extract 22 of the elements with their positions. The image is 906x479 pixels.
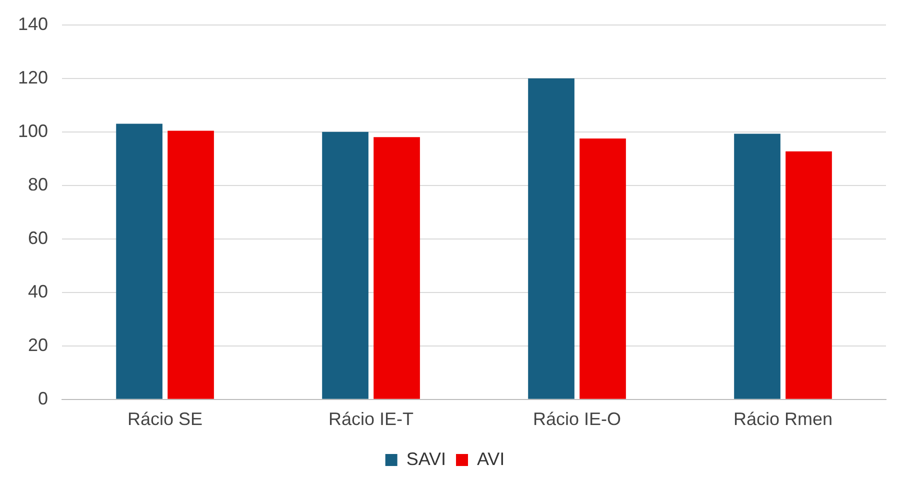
y-tick-label: 80 <box>28 174 48 194</box>
y-tick-label: 60 <box>28 228 48 248</box>
bar <box>322 132 368 399</box>
y-tick-label: 0 <box>38 388 48 408</box>
y-tick-label: 20 <box>28 334 48 355</box>
bar <box>580 138 626 399</box>
bar <box>786 151 832 399</box>
y-tick-label: 100 <box>18 120 48 141</box>
y-tick-label: 120 <box>18 67 48 88</box>
legend-label: AVI <box>477 448 505 469</box>
y-tick-label: 40 <box>28 281 48 302</box>
bar <box>116 124 162 399</box>
bar <box>528 78 574 399</box>
bar <box>374 137 420 399</box>
bar <box>734 134 780 399</box>
x-tick-label: Rácio SE <box>128 409 203 430</box>
bar <box>168 130 214 399</box>
x-tick-label: Rácio IE-O <box>532 409 622 430</box>
x-tick-label: Rácio IE-T <box>328 409 414 430</box>
legend-label: SAVI <box>406 448 446 469</box>
x-tick-label: Rácio Rmen <box>733 409 833 430</box>
y-tick-label: 140 <box>18 14 48 34</box>
